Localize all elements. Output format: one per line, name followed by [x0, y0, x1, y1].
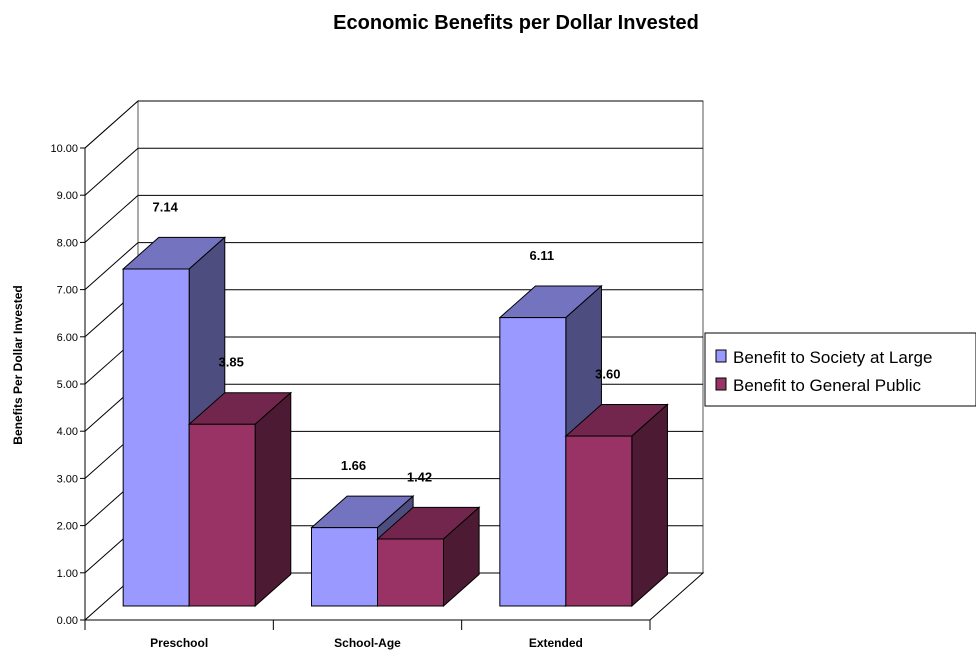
bar-preschool-society	[122, 268, 190, 607]
bars	[121, 236, 669, 608]
x-tick-label: Extended	[529, 636, 583, 650]
y-tick-label: 3.00	[57, 473, 78, 485]
gridline-diagonal	[84, 242, 139, 290]
bar-school-age-public	[377, 538, 444, 607]
data-label: 3.60	[595, 366, 620, 381]
y-axis-title: Benefits Per Dollar Invested	[11, 285, 25, 444]
bar-school-age-society	[311, 527, 378, 607]
y-tick-label: 0.00	[57, 615, 78, 627]
y-tick-label: 10.00	[50, 143, 78, 155]
data-label: 7.14	[153, 199, 179, 214]
bar-extended-public	[565, 435, 633, 607]
legend-swatch-public	[715, 377, 727, 391]
legend-box	[704, 332, 976, 407]
y-tick-label: 2.00	[57, 521, 78, 533]
y-tick-label: 7.00	[57, 285, 78, 297]
bar-preschool-public	[188, 423, 256, 607]
legend: Benefit to Society at Large Benefit to G…	[704, 332, 976, 407]
x-tick-label: Preschool	[150, 636, 208, 650]
x-tick-label: School-Age	[334, 636, 401, 650]
x-axis: Preschool School-Age Extended	[84, 619, 651, 650]
y-tick-label: 6.00	[57, 332, 78, 344]
data-label: 3.85	[219, 355, 244, 370]
y-tick-label: 1.00	[57, 568, 78, 580]
y-tick-label: 8.00	[57, 237, 78, 249]
legend-label-society: Benefit to Society at Large	[733, 348, 932, 367]
gridline-diagonal	[84, 100, 139, 149]
y-axis-ticks: 0.00 1.00 2.00 3.00 4.00 5.00 6.00 7.00 8.00 9.00…	[50, 143, 85, 627]
bar-side	[254, 391, 292, 608]
data-label: 1.42	[407, 469, 432, 484]
data-label: 6.11	[530, 248, 555, 263]
legend-label-public: Benefit to General Public	[733, 376, 922, 395]
y-tick-label: 4.00	[57, 426, 78, 438]
data-labels: 7.14 3.85 1.66 1.42 6.11 3.60	[153, 199, 621, 484]
chart-title: Economic Benefits per Dollar Invested	[333, 12, 699, 34]
gridline-diagonal	[84, 147, 139, 196]
y-tick-label: 5.00	[57, 379, 78, 391]
bar-extended-society	[499, 317, 567, 607]
data-label: 1.66	[341, 458, 366, 473]
bar-side	[631, 403, 668, 608]
gridline-diagonal	[84, 195, 139, 243]
legend-swatch-society	[715, 349, 727, 363]
y-tick-label: 9.00	[57, 190, 78, 202]
